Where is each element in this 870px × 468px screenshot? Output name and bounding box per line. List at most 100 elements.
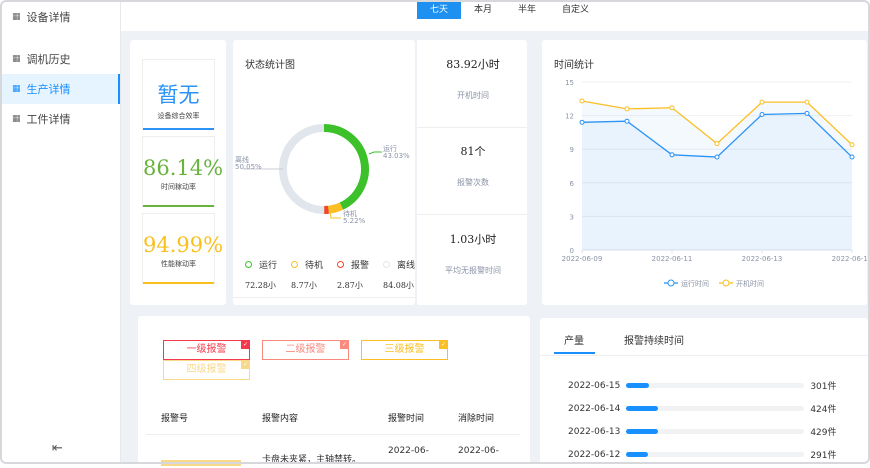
main-content: 暂无设备综合效率 86.14%时间稼动率 94.99%性能稼动率 状态统计图 运… bbox=[121, 31, 868, 462]
kpi-card: 暂无设备综合效率 86.14% 时间稼动率 94.99% 性能稼动率 bbox=[130, 40, 226, 305]
legend-circle-icon bbox=[723, 280, 729, 286]
metric-label: 报警次数 bbox=[417, 177, 529, 188]
production-progress-fill bbox=[626, 406, 658, 411]
filter-label: 一级报警 bbox=[187, 344, 227, 355]
legend-offline[interactable]: 离线 bbox=[383, 258, 415, 271]
range-tabs: 七天 本月 半年 自定义 bbox=[417, 2, 602, 19]
y-tick-label: 6 bbox=[570, 180, 575, 188]
production-progress-fill bbox=[626, 429, 658, 434]
legend-standby[interactable]: 待机 bbox=[291, 258, 337, 271]
data-point[interactable] bbox=[715, 155, 719, 159]
circle-icon bbox=[383, 261, 390, 268]
y-tick-label: 0 bbox=[570, 247, 574, 255]
data-point[interactable] bbox=[625, 119, 629, 123]
tab-output[interactable]: 产量 bbox=[564, 332, 584, 347]
kpi-label: 性能稼动率 bbox=[143, 259, 214, 269]
x-tick-label: 2022-06-11 bbox=[652, 255, 693, 263]
data-point[interactable] bbox=[715, 142, 719, 146]
divider bbox=[233, 297, 415, 298]
check-icon: ✓ bbox=[340, 340, 349, 349]
y-tick-label: 9 bbox=[570, 146, 574, 154]
clear-time: 2022-06- bbox=[458, 446, 499, 456]
level2-alarm-filter[interactable]: 二级报警✓ bbox=[262, 340, 349, 360]
y-tick-label: 3 bbox=[570, 213, 574, 221]
grid-icon: ▦ bbox=[12, 84, 20, 94]
data-point[interactable] bbox=[760, 100, 764, 104]
slice-percent-label: 50.05% bbox=[235, 163, 262, 171]
divider bbox=[146, 434, 520, 435]
tab-seven-days[interactable]: 七天 bbox=[417, 2, 461, 19]
hours-offline: 84.08小 bbox=[383, 280, 415, 291]
filter-label: 四级报警 bbox=[187, 364, 227, 375]
level4-alarm-filter[interactable]: 四级报警✓ bbox=[163, 360, 250, 380]
data-point[interactable] bbox=[625, 107, 629, 111]
legend-label: 待机 bbox=[305, 258, 323, 271]
collapse-menu-icon[interactable]: ⇤ bbox=[52, 441, 63, 456]
alarm-count-metric: 81个报警次数 bbox=[417, 143, 529, 188]
circle-icon bbox=[291, 261, 298, 268]
x-tick-label: 2022-06-09 bbox=[562, 255, 603, 263]
metric-value: 81个 bbox=[417, 143, 529, 159]
kpi-label: 设备综合效率 bbox=[143, 111, 214, 121]
tab-custom[interactable]: 自定义 bbox=[549, 2, 602, 19]
data-point[interactable] bbox=[850, 143, 854, 147]
legend-alarm[interactable]: 报警 bbox=[337, 258, 383, 271]
sidebar: ▦ 设备详情 ▦调机历史 ▦生产详情 ▦工件详情 ⇤ bbox=[2, 2, 121, 462]
tab-this-month[interactable]: 本月 bbox=[461, 2, 505, 19]
kpi-bar bbox=[143, 282, 214, 284]
metric-value: 1.03小时 bbox=[417, 231, 529, 247]
data-point[interactable] bbox=[580, 99, 584, 103]
sidebar-item-workpiece-details[interactable]: ▦工件详情 bbox=[2, 104, 120, 134]
label-leader-line bbox=[369, 152, 382, 154]
column-header-content: 报警内容 bbox=[262, 411, 298, 424]
metrics-card: 83.92小时开机时间 81个报警次数 1.03小时平均无报警时间 bbox=[415, 40, 527, 305]
production-progress-bar bbox=[626, 429, 804, 434]
data-point[interactable] bbox=[805, 111, 809, 115]
grid-icon: ▦ bbox=[12, 12, 20, 22]
kpi-value: 94.99% bbox=[143, 233, 214, 257]
alarm-content: 卡盘未夹紧，主轴禁转。 bbox=[262, 452, 361, 465]
production-count: 301件 bbox=[810, 379, 836, 392]
data-point[interactable] bbox=[670, 106, 674, 110]
production-date: 2022-06-12 bbox=[568, 450, 620, 460]
oee-kpi: 暂无设备综合效率 bbox=[142, 59, 215, 130]
hours-running: 72.28小 bbox=[245, 280, 291, 291]
data-point[interactable] bbox=[760, 112, 764, 116]
sidebar-item-tuning-history[interactable]: ▦调机历史 bbox=[2, 44, 120, 74]
legend-label[interactable]: 开机时间 bbox=[736, 279, 764, 288]
data-point[interactable] bbox=[850, 155, 854, 159]
mtba-metric: 1.03小时平均无报警时间 bbox=[417, 231, 529, 276]
tab-half-year[interactable]: 半年 bbox=[505, 2, 549, 19]
column-header-alarm-no: 报警号 bbox=[161, 411, 188, 424]
legend-running[interactable]: 运行 bbox=[245, 258, 291, 271]
kpi-label: 时间稼动率 bbox=[143, 182, 214, 192]
sidebar-item-device-details[interactable]: ▦ 设备详情 bbox=[2, 2, 120, 32]
production-progress-bar bbox=[626, 406, 804, 411]
x-tick-label: 2022-06-13 bbox=[742, 255, 783, 263]
donut-slice-0[interactable] bbox=[324, 128, 365, 206]
status-hours: 72.28小 8.77小 2.87小 84.08小 bbox=[245, 280, 415, 291]
legend-label[interactable]: 运行时间 bbox=[681, 279, 709, 288]
alarm-card: 一级报警✓ 二级报警✓ 三级报警✓ 四级报警✓ 报警号 报警内容 报警时间 消除… bbox=[138, 316, 530, 466]
data-point[interactable] bbox=[805, 100, 809, 104]
data-point[interactable] bbox=[670, 153, 674, 157]
level1-alarm-filter[interactable]: 一级报警✓ bbox=[163, 340, 250, 360]
sidebar-item-label: 设备详情 bbox=[27, 9, 71, 25]
sidebar-item-production-details[interactable]: ▦生产详情 bbox=[2, 74, 120, 104]
kpi-value: 86.14% bbox=[143, 156, 214, 180]
legend-label: 离线 bbox=[397, 258, 415, 271]
production-count: 424件 bbox=[810, 402, 836, 415]
production-progress-fill bbox=[626, 383, 649, 388]
donut-slice-3[interactable] bbox=[283, 128, 324, 210]
performance-utilization-kpi: 94.99% 性能稼动率 bbox=[142, 213, 215, 284]
production-date: 2022-06-13 bbox=[568, 427, 620, 437]
check-icon: ✓ bbox=[439, 340, 448, 349]
tab-alarm-duration[interactable]: 报警持续时间 bbox=[624, 332, 684, 347]
data-point[interactable] bbox=[580, 120, 584, 124]
level3-alarm-filter[interactable]: 三级报警✓ bbox=[361, 340, 448, 360]
donut-slice-1[interactable] bbox=[328, 206, 341, 210]
